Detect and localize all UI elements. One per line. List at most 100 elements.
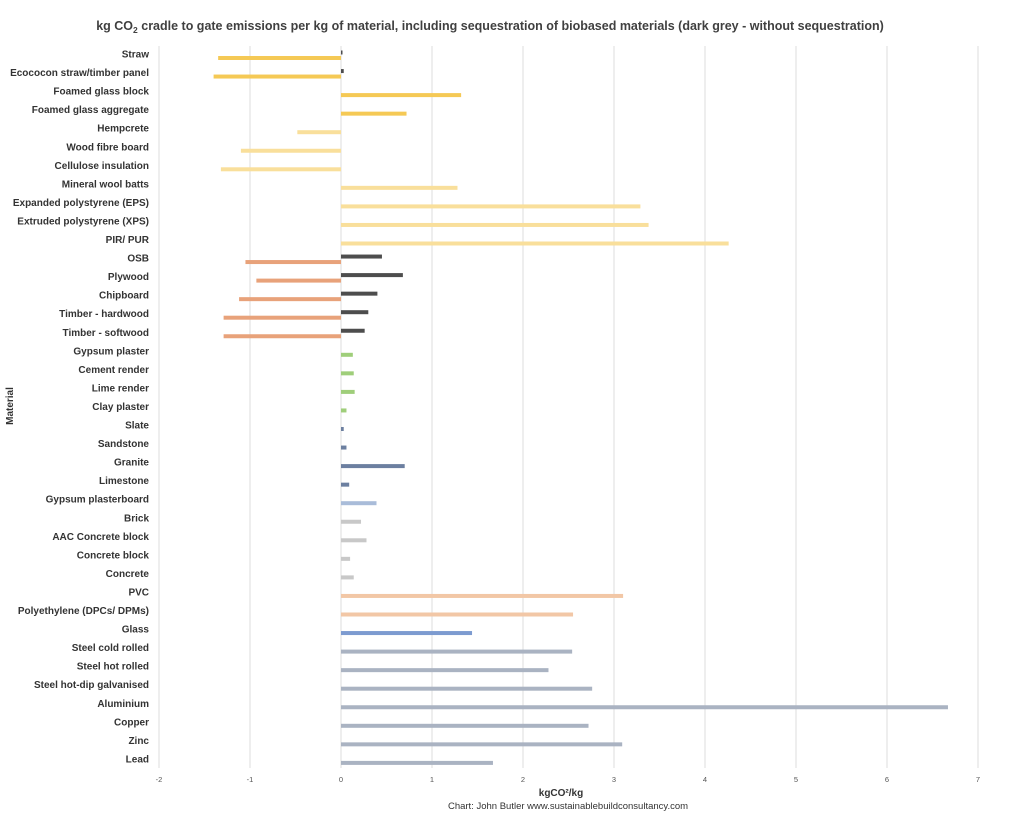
category-label: Polyethylene (DPCs/ DPMs) xyxy=(18,606,149,617)
category-label: Timber - hardwood xyxy=(59,309,149,320)
bar xyxy=(245,260,341,265)
category-label: Extruded polystyrene (XPS) xyxy=(17,216,149,227)
bar xyxy=(341,556,351,561)
bar xyxy=(218,56,341,60)
category-label: Lime render xyxy=(92,383,149,394)
x-tick-label: 6 xyxy=(885,775,889,784)
bar xyxy=(341,742,623,747)
category-label: Hempcrete xyxy=(97,124,149,135)
bar xyxy=(341,464,405,469)
bar xyxy=(341,538,367,543)
bar xyxy=(341,241,729,246)
bar xyxy=(341,352,353,357)
category-label: Foamed glass aggregate xyxy=(32,105,150,116)
bar xyxy=(341,389,355,394)
x-tick-label: 2 xyxy=(521,775,525,784)
y-axis-title: Material xyxy=(5,387,16,425)
category-label: Wood fibre board xyxy=(66,142,149,153)
bar xyxy=(341,501,377,506)
bar-without-sequestration xyxy=(341,273,403,278)
category-label: Steel hot rolled xyxy=(77,662,149,673)
category-label: PVC xyxy=(128,587,149,598)
grid-lines xyxy=(158,46,979,768)
bar-without-sequestration xyxy=(341,310,369,315)
bar xyxy=(341,204,641,209)
bar-without-sequestration xyxy=(341,69,344,74)
category-label: Plywood xyxy=(108,272,149,283)
bar xyxy=(341,445,347,450)
category-label: Granite xyxy=(114,458,149,469)
category-label: Foamed glass block xyxy=(53,87,149,98)
category-label: AAC Concrete block xyxy=(52,532,149,543)
bar xyxy=(341,185,458,190)
category-label: OSB xyxy=(127,254,149,265)
x-tick-label: 3 xyxy=(612,775,616,784)
category-label: Expanded polystyrene (EPS) xyxy=(13,198,149,209)
bar xyxy=(341,519,362,524)
x-tick-label: 1 xyxy=(430,775,434,784)
bar xyxy=(341,482,350,487)
bar xyxy=(341,93,462,98)
bar xyxy=(223,334,341,339)
bar xyxy=(341,612,574,617)
category-label: Steel cold rolled xyxy=(72,643,149,654)
category-label: Concrete xyxy=(106,569,150,580)
category-label: Gypsum plasterboard xyxy=(46,495,149,506)
x-tick-label: -1 xyxy=(247,775,254,784)
x-tick-label: 0 xyxy=(339,775,343,784)
bar xyxy=(341,760,493,765)
bar xyxy=(341,593,624,598)
chart-credit: Chart: John Butler www.sustainablebuildc… xyxy=(448,801,688,812)
bar xyxy=(239,297,341,302)
category-label: Aluminium xyxy=(97,699,149,710)
bar xyxy=(256,278,341,283)
category-label: Steel hot-dip galvanised xyxy=(34,680,149,691)
x-tick-label: -2 xyxy=(156,775,163,784)
bar xyxy=(341,649,573,654)
bar xyxy=(341,427,344,431)
category-label: Cement render xyxy=(78,365,149,376)
bar xyxy=(297,130,341,135)
x-axis-title: kgCO²/kg xyxy=(539,788,583,799)
x-tick-labels: -2 -1 0 1 2 3 4 5 6 7 xyxy=(156,775,980,784)
category-label: Sandstone xyxy=(98,439,150,450)
x-tick-label: 7 xyxy=(976,775,980,784)
category-label: Timber - softwood xyxy=(63,328,149,339)
bar xyxy=(341,668,549,673)
category-label: Copper xyxy=(114,717,149,728)
bar xyxy=(220,167,341,172)
bar xyxy=(213,74,341,79)
x-tick-label: 5 xyxy=(794,775,798,784)
x-tick-label: 4 xyxy=(703,775,707,784)
category-label: PIR/ PUR xyxy=(106,235,150,246)
category-label: Cellulose insulation xyxy=(55,161,149,172)
bar xyxy=(341,723,589,728)
category-label: Limestone xyxy=(99,476,149,487)
bar xyxy=(240,148,341,153)
category-label: Brick xyxy=(124,513,149,524)
bar xyxy=(341,705,948,710)
chart-title: kg CO2 cradle to gate emissions per kg o… xyxy=(96,19,884,35)
bar-without-sequestration xyxy=(341,254,382,259)
bar xyxy=(341,111,407,116)
category-label: Gypsum plaster xyxy=(73,346,149,357)
category-label: Ecococon straw/timber panel xyxy=(10,68,149,79)
bar xyxy=(341,686,593,691)
category-labels: Straw Ecococon straw/timber panel Foamed g… xyxy=(10,50,150,766)
category-label: Zinc xyxy=(128,736,149,747)
bar-without-sequestration xyxy=(341,291,378,296)
bar xyxy=(341,631,473,636)
bar-without-sequestration xyxy=(341,328,365,333)
bars xyxy=(213,50,948,765)
category-label: Lead xyxy=(126,754,149,765)
category-label: Glass xyxy=(122,625,150,636)
bar xyxy=(341,222,649,227)
category-label: Mineral wool batts xyxy=(62,179,150,190)
bar xyxy=(341,575,354,580)
category-label: Concrete block xyxy=(77,550,150,561)
category-label: Slate xyxy=(125,421,149,432)
bar xyxy=(341,408,347,413)
bar xyxy=(341,371,354,376)
